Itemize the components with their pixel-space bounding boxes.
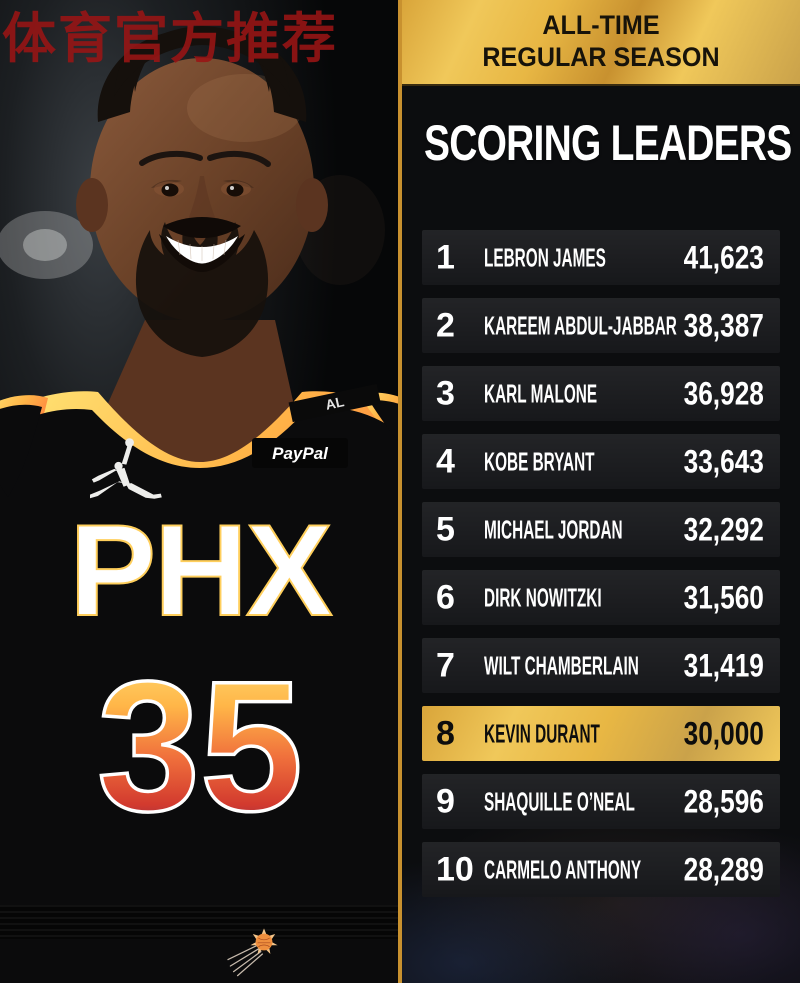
svg-text:PayPal: PayPal bbox=[272, 444, 329, 463]
svg-text:35: 35 bbox=[97, 644, 303, 850]
svg-text:PHX: PHX bbox=[69, 497, 332, 643]
